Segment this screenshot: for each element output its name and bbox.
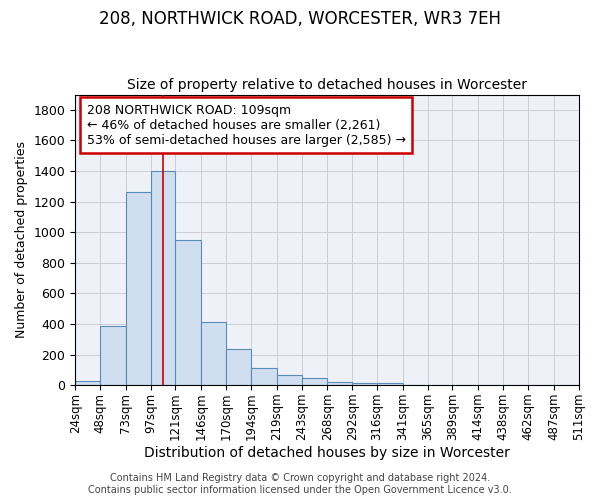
X-axis label: Distribution of detached houses by size in Worcester: Distribution of detached houses by size … <box>144 446 510 460</box>
Bar <box>251 368 277 385</box>
Bar <box>352 383 377 385</box>
Text: Contains HM Land Registry data © Crown copyright and database right 2024.
Contai: Contains HM Land Registry data © Crown c… <box>88 474 512 495</box>
Bar <box>75 382 100 385</box>
Bar <box>175 240 201 385</box>
Text: 208, NORTHWICK ROAD, WORCESTER, WR3 7EH: 208, NORTHWICK ROAD, WORCESTER, WR3 7EH <box>99 10 501 28</box>
Bar <box>100 326 126 385</box>
Bar <box>302 378 328 385</box>
Title: Size of property relative to detached houses in Worcester: Size of property relative to detached ho… <box>127 78 527 92</box>
Bar <box>328 382 352 385</box>
Bar <box>201 322 226 385</box>
Bar <box>377 383 403 385</box>
Bar <box>277 375 302 385</box>
Y-axis label: Number of detached properties: Number of detached properties <box>15 142 28 338</box>
Bar <box>151 171 175 385</box>
Bar <box>126 192 151 385</box>
Bar <box>226 349 251 385</box>
Text: 208 NORTHWICK ROAD: 109sqm
← 46% of detached houses are smaller (2,261)
53% of s: 208 NORTHWICK ROAD: 109sqm ← 46% of deta… <box>86 104 406 146</box>
